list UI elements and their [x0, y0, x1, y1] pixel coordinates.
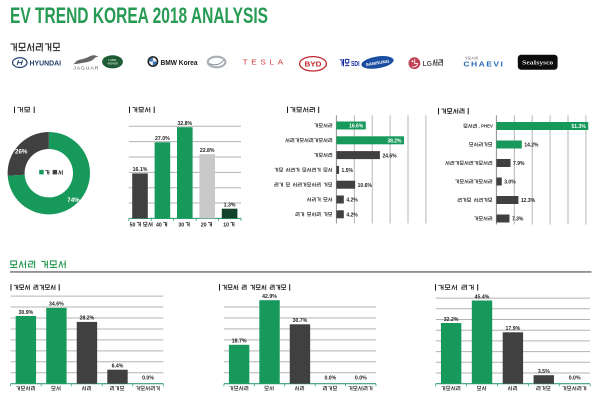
svg-text:10: 10 — [223, 223, 229, 229]
svg-text:6.4%: 6.4% — [112, 364, 124, 370]
svg-text:51.3%: 51.3% — [572, 124, 587, 130]
svg-text:74%: 74% — [67, 197, 80, 204]
svg-text:24.6%: 24.6% — [382, 153, 397, 159]
svg-text:SDI: SDI — [351, 59, 360, 68]
svg-text:0.0%: 0.0% — [569, 376, 581, 382]
svg-text:BYD: BYD — [305, 60, 322, 69]
svg-text:30.9%: 30.9% — [19, 310, 34, 316]
svg-text:CHAEVI: CHAEVI — [463, 62, 504, 69]
svg-text:SAMSUNG: SAMSUNG — [365, 58, 389, 67]
svg-text:38.2%: 38.2% — [387, 139, 402, 145]
svg-text:3.0%: 3.0% — [504, 180, 516, 186]
svg-text:12.3%: 12.3% — [521, 198, 536, 204]
svg-text:16.6%: 16.6% — [349, 124, 364, 130]
svg-text:10.6%: 10.6% — [358, 183, 373, 189]
svg-text:30: 30 — [178, 223, 184, 229]
svg-text:22.8%: 22.8% — [200, 148, 215, 154]
svg-text:28.2%: 28.2% — [80, 316, 95, 322]
svg-text:0.0%: 0.0% — [142, 376, 154, 382]
svg-text:16.1%: 16.1% — [133, 167, 148, 173]
svg-text:32.2%: 32.2% — [444, 317, 459, 323]
svg-text:7.9%: 7.9% — [513, 161, 525, 167]
svg-text:27.0%: 27.0% — [155, 136, 170, 142]
svg-text:45.4%: 45.4% — [475, 294, 490, 300]
svg-text:TESLA: TESLA — [243, 57, 287, 66]
svg-text:20: 20 — [201, 223, 207, 229]
svg-text:, PHEV: , PHEV — [479, 124, 494, 129]
svg-text:4.2%: 4.2% — [346, 213, 358, 219]
svg-text:34.6%: 34.6% — [49, 302, 64, 308]
svg-text:14.2%: 14.2% — [524, 143, 539, 149]
svg-text:SeaIsysco: SeaIsysco — [522, 60, 554, 67]
svg-text:1.5%: 1.5% — [342, 168, 354, 174]
svg-text:40: 40 — [156, 223, 162, 229]
svg-text:LAND-: LAND- — [108, 58, 116, 62]
svg-text:LG: LG — [423, 59, 433, 68]
svg-text:17.9%: 17.9% — [506, 326, 521, 332]
svg-text:26%: 26% — [15, 148, 28, 155]
svg-text:3.5%: 3.5% — [538, 369, 550, 375]
svg-text:42.9%: 42.9% — [262, 294, 277, 300]
svg-text:0.0%: 0.0% — [324, 376, 336, 382]
svg-text:7.3%: 7.3% — [512, 217, 524, 223]
svg-text:0.0%: 0.0% — [355, 376, 367, 382]
svg-text:30.7%: 30.7% — [293, 318, 308, 324]
svg-text:EV TREND KOREA 2018 ANALYSIS: EV TREND KOREA 2018 ANALYSIS — [10, 3, 268, 28]
svg-text:32.8%: 32.8% — [177, 121, 192, 127]
svg-text:50: 50 — [130, 223, 136, 229]
svg-text:4.2%: 4.2% — [346, 198, 358, 204]
svg-text:-ROVER: -ROVER — [107, 62, 118, 66]
svg-text:HYUNDAI: HYUNDAI — [30, 58, 62, 67]
svg-text:18.7%: 18.7% — [232, 339, 247, 345]
svg-text:BMW Korea: BMW Korea — [161, 58, 199, 67]
svg-text:1.3%: 1.3% — [224, 203, 236, 209]
svg-text:JAGUAR: JAGUAR — [73, 65, 99, 70]
